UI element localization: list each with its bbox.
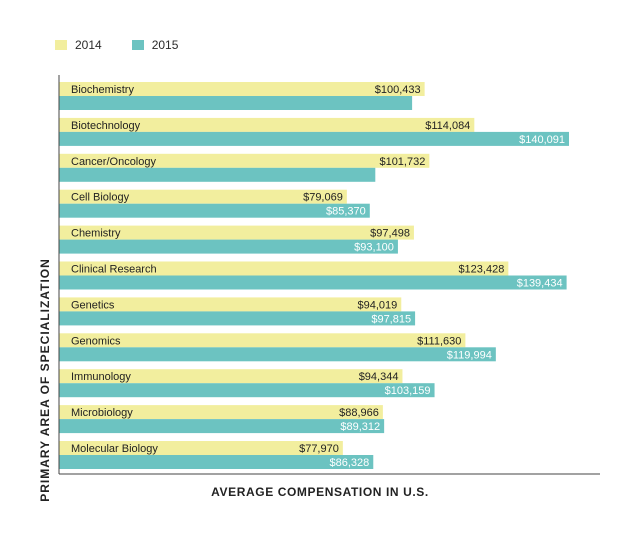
- value-label-2014-clinical-research: $123,428: [458, 264, 504, 276]
- bar-2014-cancer-oncology: [59, 153, 430, 168]
- value-label-2014-immunology: $94,344: [359, 371, 399, 383]
- legend-item-2015: 2015: [131, 38, 179, 52]
- category-label-cell-biology: Cell Biology: [71, 192, 130, 204]
- value-label-2015-clinical-research: $139,434: [517, 278, 563, 290]
- bar-2014-immunology: [59, 369, 403, 384]
- bar-2015-biotechnology: [59, 131, 569, 146]
- value-label-2015-genetics: $97,815: [371, 313, 411, 325]
- bar-2015-immunology: [59, 383, 435, 398]
- bar-2014-cell-biology: [59, 189, 347, 204]
- value-label-2014-cancer-oncology: $101,732: [379, 156, 425, 168]
- value-label-2015-molecular-biology: $86,328: [330, 457, 370, 469]
- value-label-2014-chemistry: $97,498: [370, 228, 410, 240]
- bar-2015-clinical-research: [59, 275, 567, 290]
- category-label-molecular-biology: Molecular Biology: [71, 443, 158, 455]
- value-label-2015-genomics: $119,994: [447, 349, 492, 361]
- bar-2014-biochemistry: [59, 82, 425, 96]
- category-label-genomics: Genomics: [71, 335, 121, 347]
- category-label-microbiology: Microbiology: [71, 407, 133, 419]
- legend-item-2014: 2014: [55, 38, 102, 52]
- legend: 2014 2015: [55, 35, 208, 55]
- bar-2014-molecular-biology: [59, 441, 343, 455]
- bar-2015-cancer-oncology: [59, 167, 376, 182]
- bar-2014-genomics: [59, 333, 466, 348]
- bar-2014-clinical-research: [59, 261, 509, 276]
- bar-2015-biochemistry: [59, 96, 413, 110]
- value-label-2014-cell-biology: $79,069: [303, 192, 343, 204]
- bar-2014-biotechnology: [59, 117, 475, 132]
- category-label-biochemistry: Biochemistry: [71, 84, 134, 96]
- value-label-2014-biochemistry: $100,433: [375, 84, 421, 96]
- value-label-2015-immunology: $103,159: [385, 385, 431, 397]
- value-label-2015-cell-biology: $85,370: [326, 206, 366, 218]
- x-axis-title: AVERAGE COMPENSATION IN U.S.: [211, 485, 429, 499]
- legend-swatch-2015: [131, 40, 144, 50]
- value-label-2014-microbiology: $88,966: [339, 407, 379, 419]
- value-label-2014-molecular-biology: $77,970: [299, 443, 339, 455]
- value-label-2015-chemistry: $93,100: [354, 242, 394, 254]
- bar-2015-microbiology: [59, 419, 385, 434]
- value-label-2014-biotechnology: $114,084: [425, 120, 470, 132]
- category-label-immunology: Immunology: [71, 371, 131, 383]
- bar-2014-chemistry: [59, 225, 414, 240]
- legend-label-2014: 2014: [75, 38, 102, 52]
- category-label-chemistry: Chemistry: [71, 228, 121, 240]
- category-label-clinical-research: Clinical Research: [71, 264, 157, 276]
- value-label-2015-biotechnology: $140,091: [519, 134, 565, 146]
- bar-2015-genetics: [59, 311, 416, 326]
- value-label-2014-genetics: $94,019: [358, 299, 398, 311]
- category-label-genetics: Genetics: [71, 299, 115, 311]
- bar-2015-molecular-biology: [59, 455, 374, 469]
- category-label-cancer-oncology: Cancer/Oncology: [71, 156, 156, 168]
- category-label-biotechnology: Biotechnology: [71, 120, 141, 132]
- bar-2015-genomics: [59, 347, 496, 362]
- bar-2014-microbiology: [59, 405, 383, 420]
- bar-2015-chemistry: [59, 239, 398, 254]
- bar-2015-cell-biology: [59, 203, 370, 218]
- legend-swatch-2014: [55, 40, 67, 50]
- legend-label-2015: 2015: [151, 38, 179, 52]
- value-label-2015-microbiology: $89,312: [340, 421, 380, 433]
- bar-2014-genetics: [59, 297, 402, 312]
- value-label-2014-genomics: $111,630: [417, 335, 461, 347]
